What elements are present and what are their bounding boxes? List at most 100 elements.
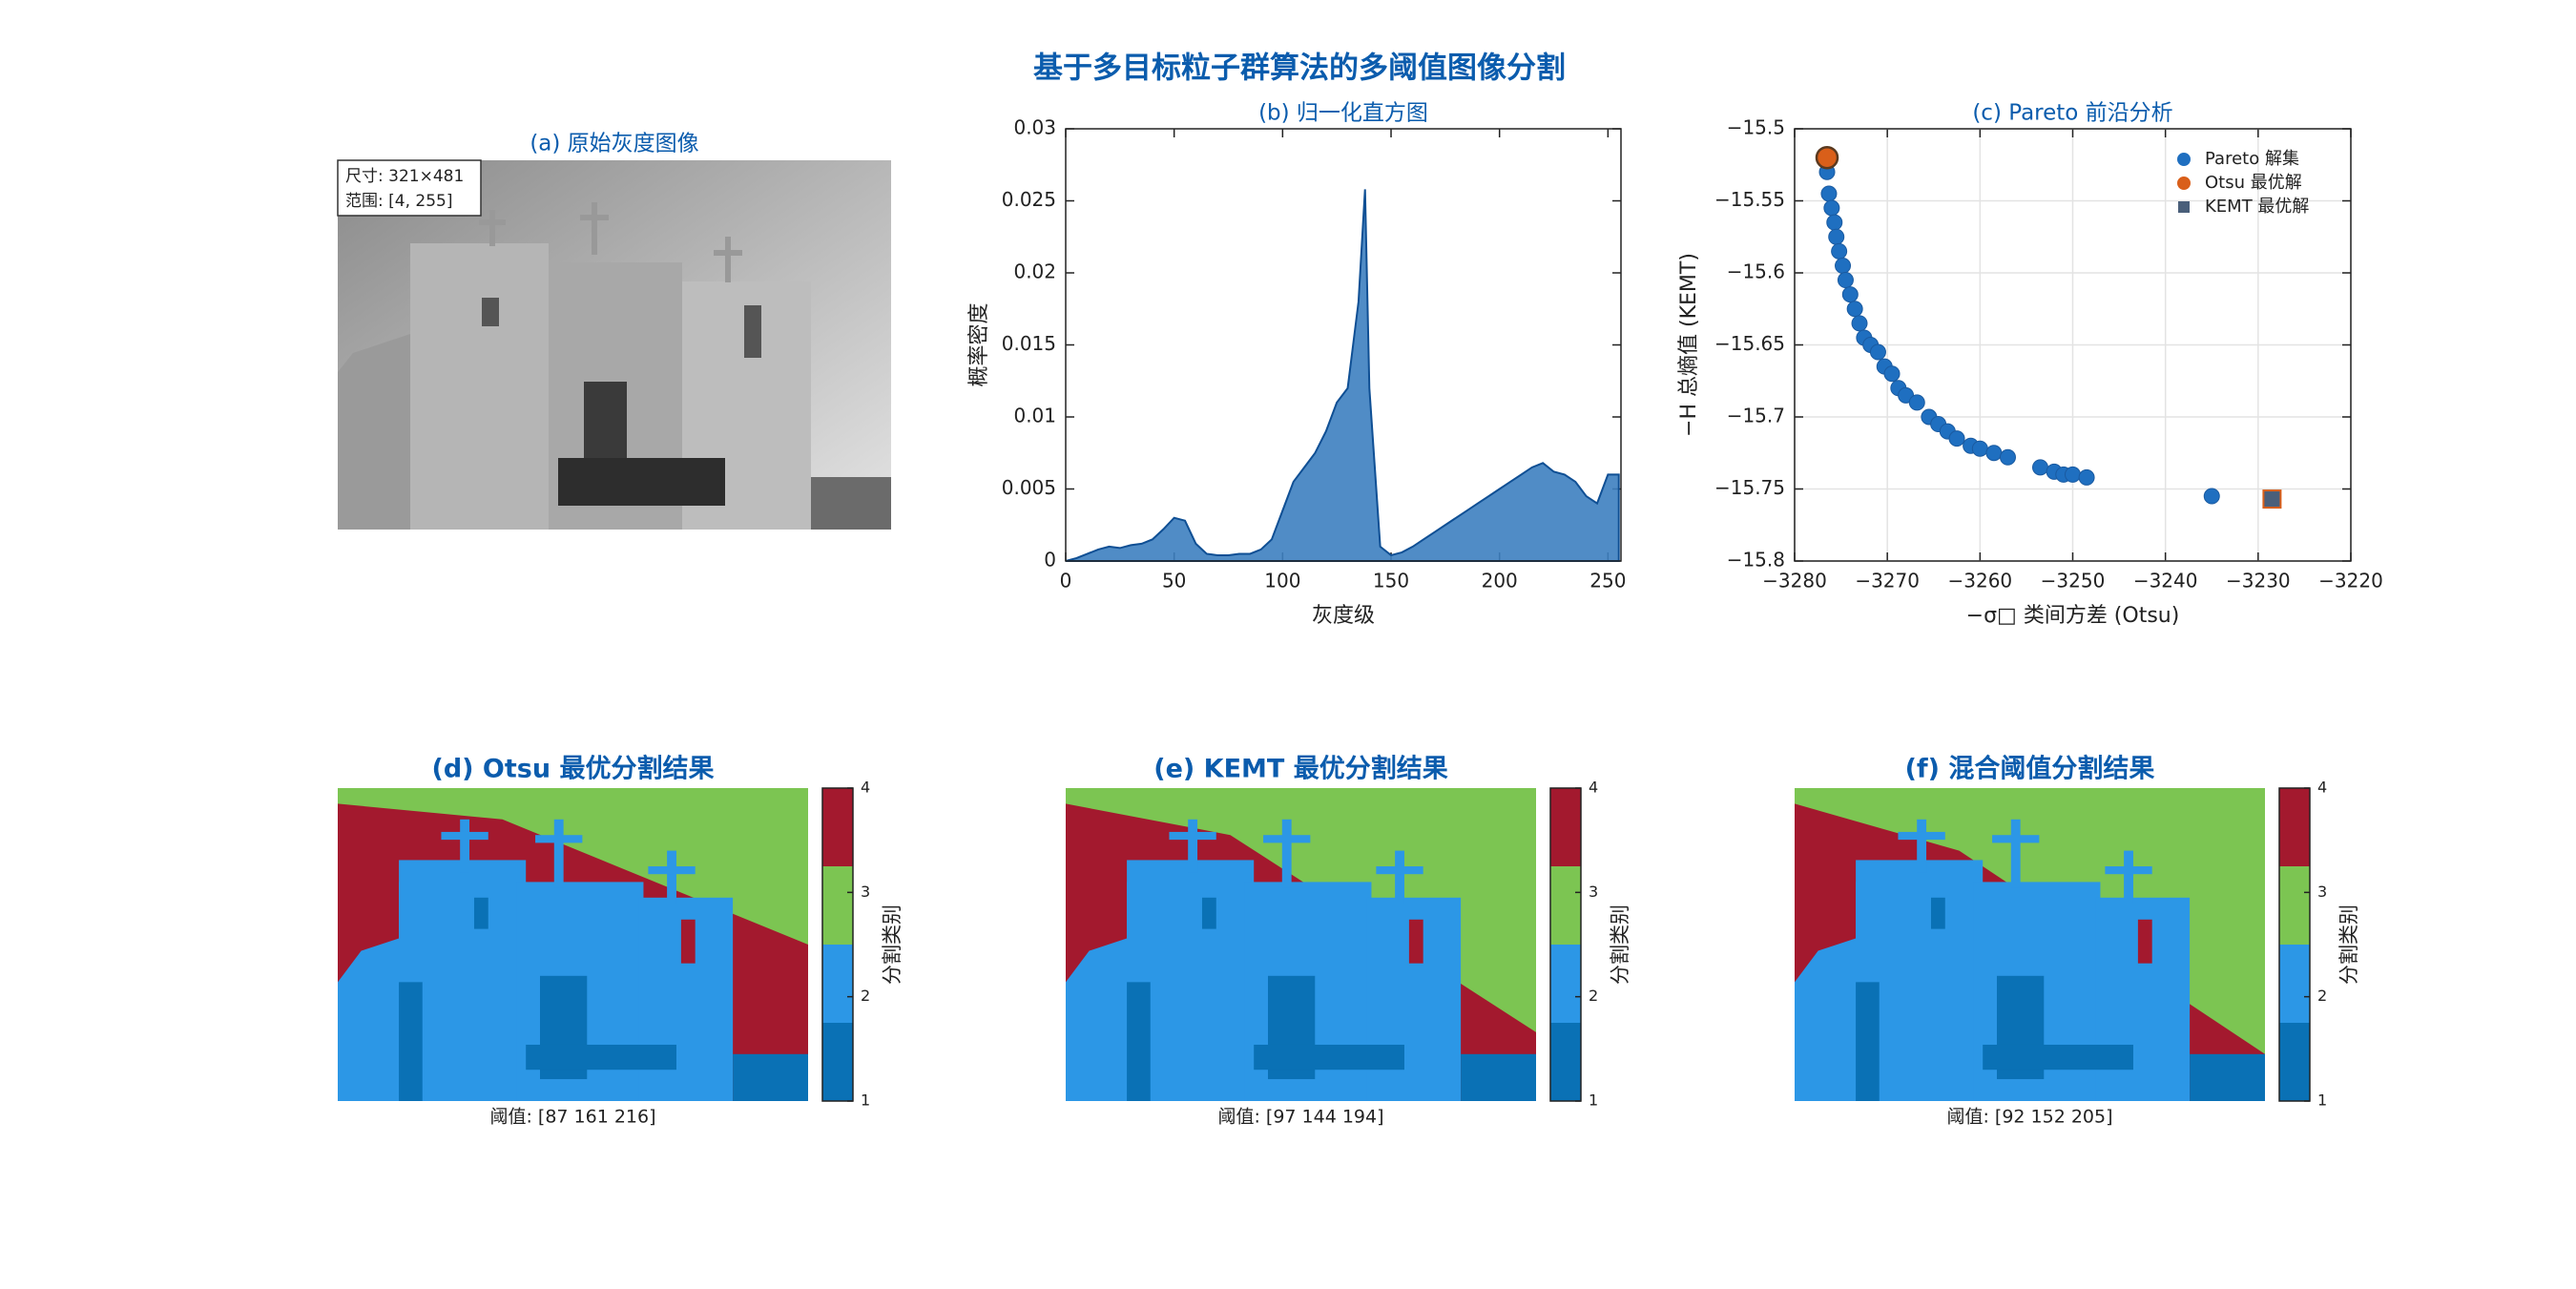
- colorbar-tick-label: 1: [1589, 1091, 1598, 1110]
- region: [1188, 819, 1198, 873]
- colorbar-segment: [1550, 866, 1581, 945]
- legend-marker: [2177, 177, 2191, 190]
- point: [1999, 448, 2016, 466]
- point: [1835, 257, 1852, 274]
- region: [535, 835, 583, 843]
- x-axis-label: −σ□ 类间方差 (Otsu): [1966, 604, 2180, 628]
- colorbar-label: 分割类别: [881, 904, 904, 985]
- region: [1127, 982, 1151, 1101]
- region: [1254, 1044, 1404, 1071]
- region: [1795, 788, 2265, 1054]
- region: [680, 919, 696, 964]
- region: [473, 897, 488, 929]
- colorbar-tick-label: 2: [1589, 987, 1598, 1005]
- colorbar-tick-label: 1: [861, 1091, 870, 1110]
- x-tick-label: −3270: [1855, 570, 1920, 593]
- region: [1201, 897, 1216, 929]
- plot-frame: [1794, 128, 2352, 562]
- point: [1883, 365, 1901, 383]
- point: [1841, 286, 1859, 303]
- region: [1376, 866, 1423, 875]
- panel-title: (a) 原始灰度图像: [530, 132, 698, 156]
- point: [1823, 199, 1840, 217]
- colorbar-segment: [822, 866, 853, 945]
- y-tick-label: 0: [1044, 549, 1056, 572]
- y-tick-label: −15.75: [1714, 476, 1785, 499]
- colorbar-tick-label: 4: [2317, 779, 2327, 797]
- region: [338, 788, 808, 945]
- region: [2137, 919, 2152, 964]
- area: [1065, 189, 1620, 562]
- point: [2203, 488, 2220, 505]
- colorbar-tick-label: 3: [1589, 883, 1598, 901]
- region: [553, 819, 564, 888]
- colorbar-segment: [2279, 945, 2310, 1023]
- colorbar-tick-label: 3: [861, 883, 870, 901]
- x-axis-label: 灰度级: [1312, 604, 1375, 628]
- region: [1408, 919, 1423, 964]
- segmentation-image: [338, 788, 808, 1101]
- x-tick-label: −3240: [2133, 570, 2198, 593]
- annotation: 范围: [4, 255]: [345, 192, 452, 211]
- point: [1985, 445, 2003, 462]
- colorbar-segment: [822, 1023, 853, 1101]
- y-tick-label: 0.01: [1013, 405, 1056, 427]
- y-tick-label: 0.025: [1002, 188, 1056, 211]
- panel-title: (e) KEMT 最优分割结果: [1153, 754, 1447, 784]
- legend-label: Otsu 最优解: [2205, 173, 2302, 193]
- colorbar-tick-label: 2: [2317, 987, 2327, 1005]
- region: [1992, 835, 2040, 843]
- y-axis-label: −H 总熵值 (KEMT): [1677, 253, 1701, 437]
- caption: 阈值: [92 152 205]: [1946, 1107, 2112, 1128]
- y-tick-label: 0.02: [1013, 260, 1056, 283]
- region: [1898, 831, 1945, 841]
- y-tick-label: −15.5: [1727, 116, 1785, 139]
- region: [2190, 1053, 2265, 1101]
- y-tick-label: −15.6: [1727, 260, 1785, 283]
- legend-label: Pareto 解集: [2205, 149, 2299, 169]
- region: [1066, 788, 1536, 1032]
- colorbar-segment: [2279, 1023, 2310, 1101]
- point: [1815, 145, 1839, 170]
- plot-frame: [1065, 128, 1622, 562]
- point: [1908, 394, 1925, 411]
- point: [1831, 242, 1848, 260]
- colorbar-tick-label: 2: [861, 987, 870, 1005]
- region: [1983, 1044, 2133, 1071]
- colorbar-frame: [821, 787, 854, 1102]
- region: [441, 831, 488, 841]
- region: [2010, 819, 2021, 888]
- point: [1837, 272, 1854, 289]
- region: [1917, 819, 1927, 873]
- point: [1828, 228, 1845, 245]
- region: [1930, 897, 1945, 929]
- y-tick-label: −15.55: [1714, 188, 1785, 211]
- panel-title: (d) Otsu 最优分割结果: [432, 754, 715, 784]
- colorbar-segment: [1550, 945, 1581, 1023]
- segmentation-image: [1795, 788, 2265, 1101]
- caption: 阈值: [87 161 216]: [489, 1107, 655, 1128]
- point: [1869, 343, 1886, 361]
- annotation: 尺寸: 321×481: [345, 167, 464, 186]
- y-tick-label: −15.8: [1727, 549, 1785, 572]
- point: [2065, 466, 2081, 483]
- y-tick-label: 0.005: [1002, 476, 1056, 499]
- x-tick-label: 0: [1060, 570, 1072, 593]
- legend-label: KEMT 最优解: [2205, 197, 2309, 217]
- point: [2262, 489, 2282, 509]
- region: [1461, 1053, 1536, 1101]
- point: [1826, 214, 1843, 231]
- point: [2031, 459, 2048, 476]
- y-tick-label: 0.03: [1013, 116, 1056, 139]
- point: [1948, 430, 1965, 447]
- legend-marker: [2177, 153, 2191, 166]
- figure-title: 基于多目标粒子群算法的多阈值图像分割: [1033, 52, 1566, 86]
- region: [648, 866, 696, 875]
- point: [1846, 301, 1863, 318]
- y-tick-label: 0.015: [1002, 332, 1056, 355]
- y-axis-label: 概率密度: [967, 302, 991, 386]
- point: [1851, 315, 1868, 332]
- panel-title: (b) 归一化直方图: [1258, 101, 1428, 126]
- segmentation-image: [1066, 788, 1536, 1101]
- colorbar-tick-label: 3: [2317, 883, 2327, 901]
